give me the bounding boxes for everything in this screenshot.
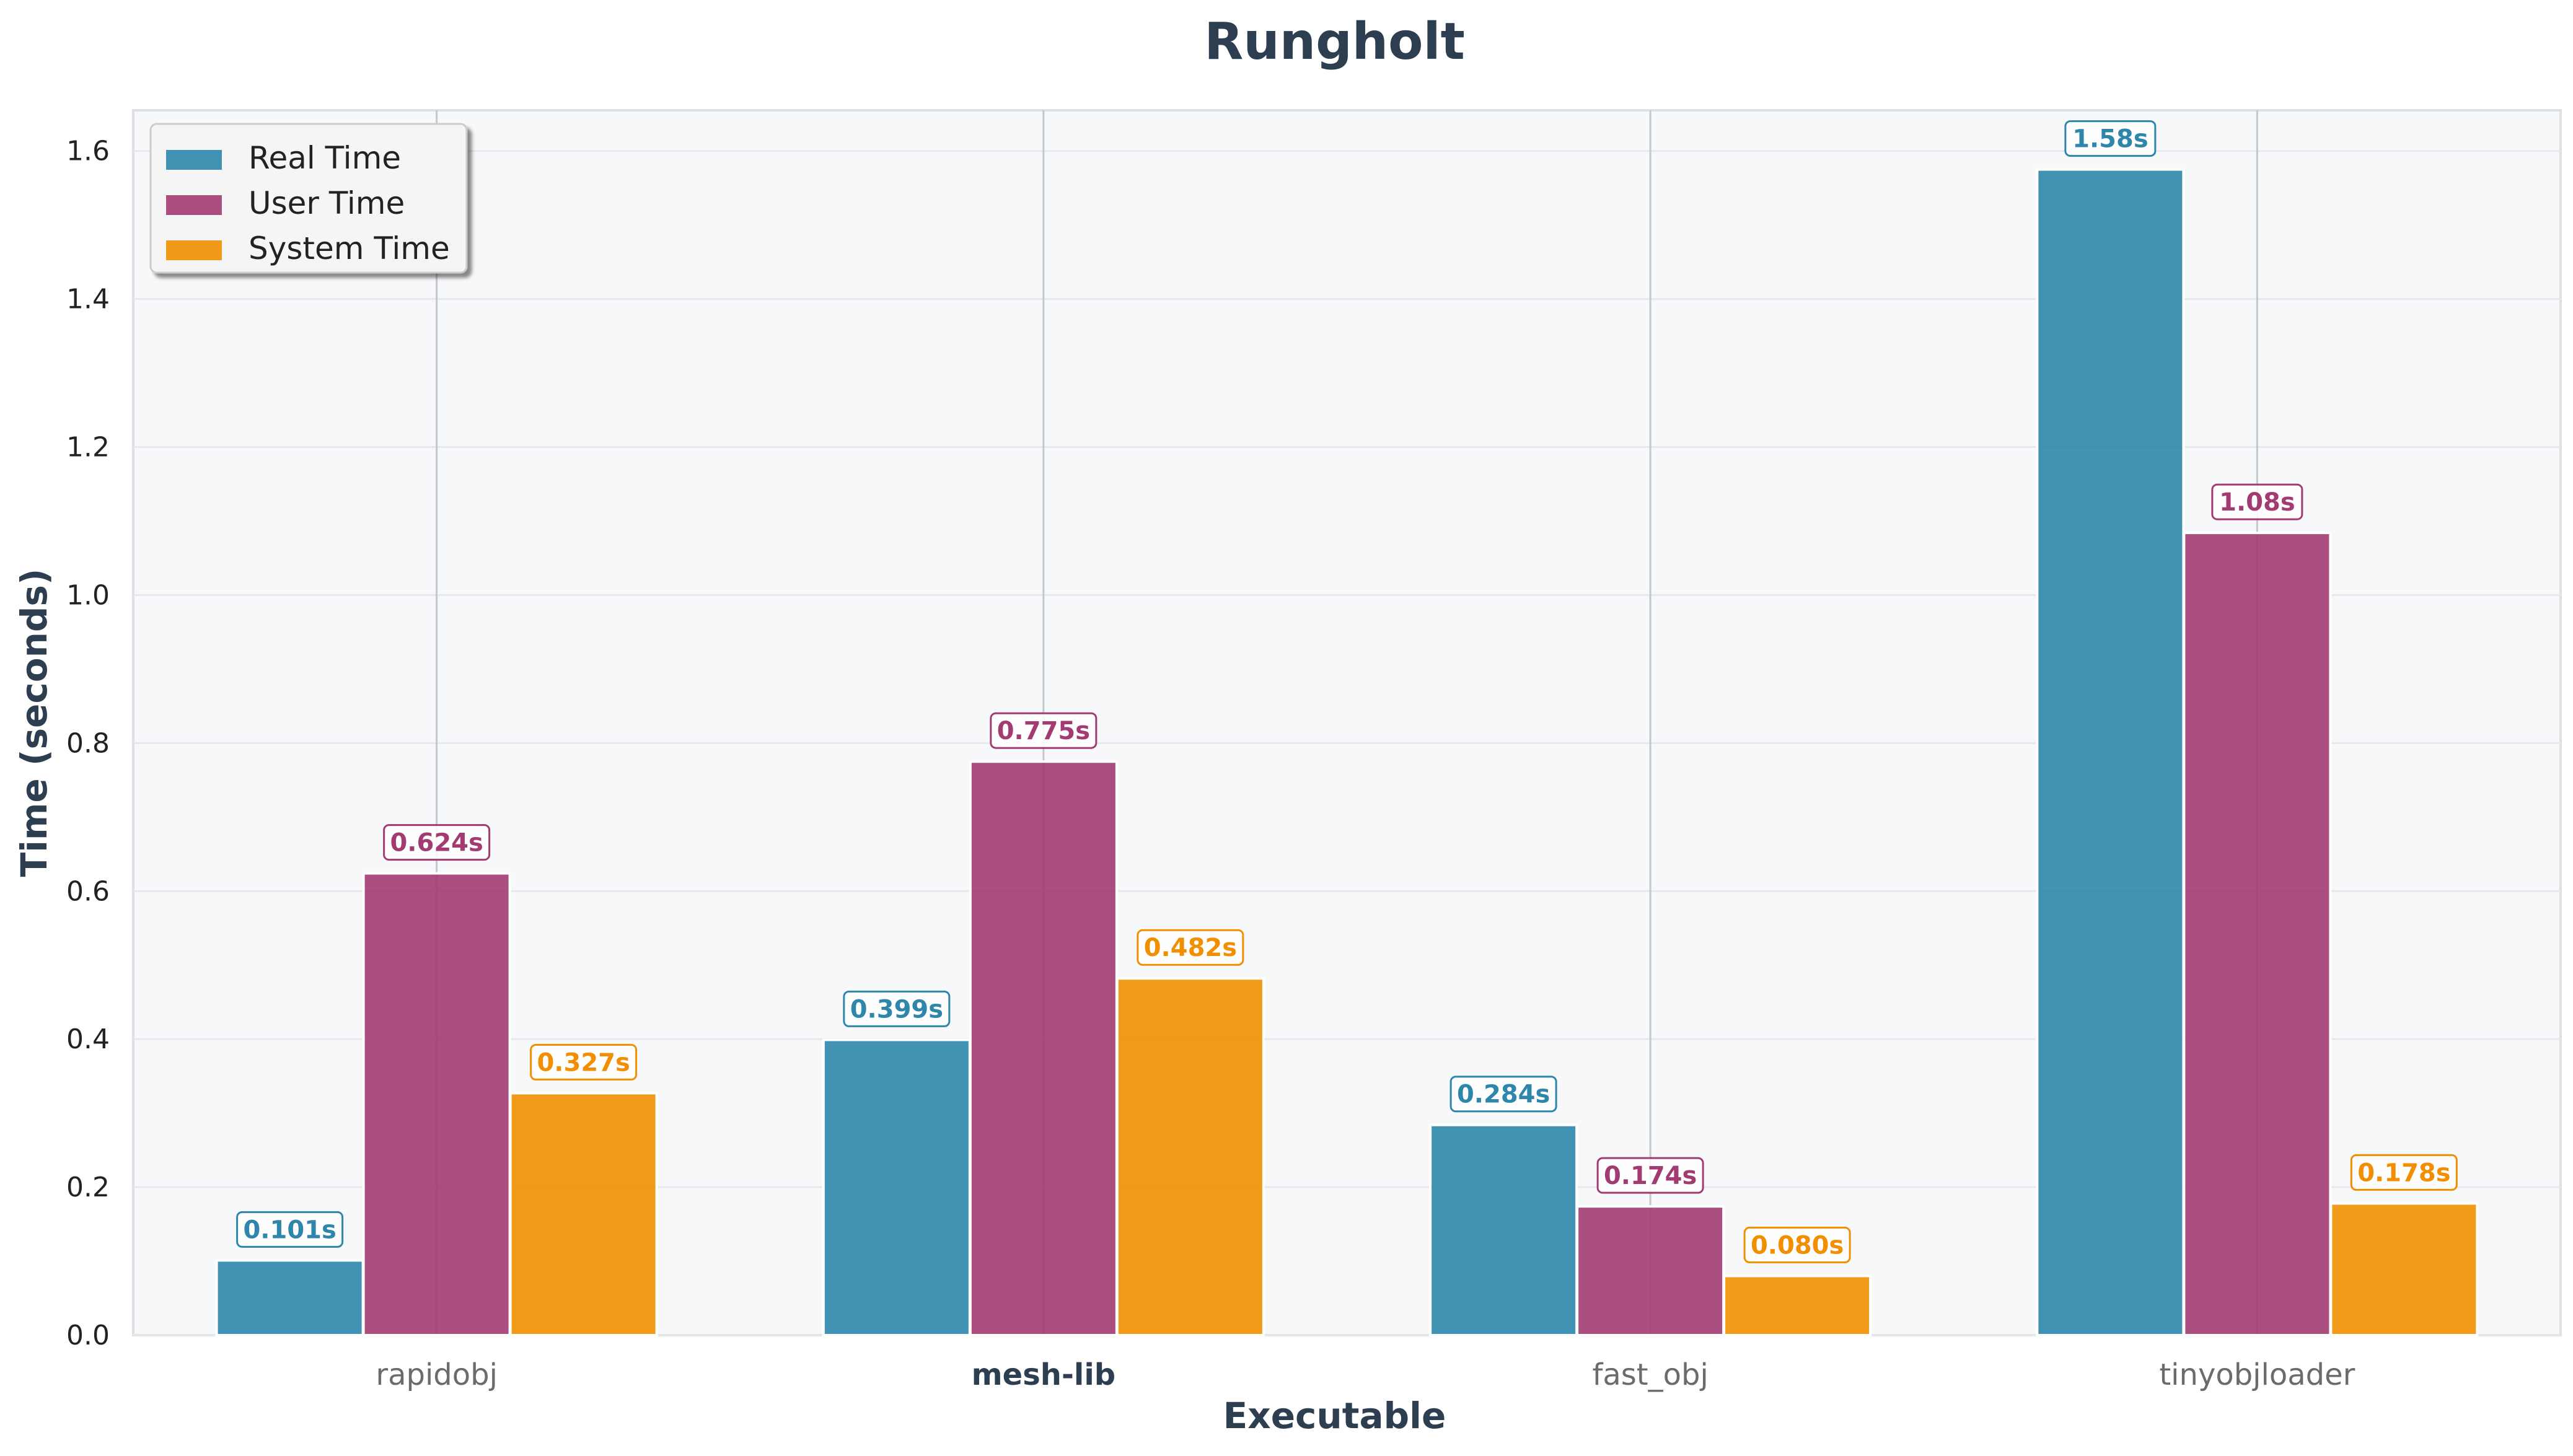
y-tick-label: 0.0	[66, 1320, 110, 1351]
bar-fast_obj-real-time	[1429, 1123, 1578, 1336]
data-label: 0.327s	[537, 1048, 630, 1077]
data-label-box	[236, 1211, 344, 1248]
legend: Real Time User Time System Time	[149, 123, 468, 274]
bar-fast_obj-user-time	[1576, 1205, 1725, 1337]
y-tick-label: 1.0	[66, 579, 110, 611]
legend-label: User Time	[249, 185, 405, 221]
x-tick-label: fast_obj	[1592, 1357, 1708, 1392]
y-tick-label: 1.2	[66, 432, 110, 463]
bar-tinyobjloader-real-time	[2036, 168, 2185, 1336]
legend-box	[149, 123, 468, 274]
bar-rapidobj-system-time	[509, 1092, 658, 1337]
data-label: 0.482s	[1144, 934, 1237, 962]
y-tick-label: 0.2	[66, 1172, 110, 1203]
bar-fast_obj-system-time	[1723, 1274, 1872, 1337]
data-label-box	[530, 1043, 638, 1081]
legend-label: System Time	[249, 230, 450, 266]
y-tick-label: 1.6	[66, 136, 110, 167]
x-tick-label: tinyobjloader	[2159, 1357, 2355, 1392]
axes: 0.0 0.2 0.4 0.6 0.8 1.0 1.2 1.4 1.6 rapidobj mesh-…	[66, 136, 2355, 1392]
data-label: 0.624s	[390, 829, 483, 857]
bar-mesh-lib-user-time	[969, 760, 1118, 1336]
data-label-box	[1596, 1157, 1704, 1194]
data-label-box	[2211, 483, 2303, 520]
chart-title: Rungholt	[1204, 12, 1465, 71]
data-label: 0.775s	[997, 717, 1090, 745]
data-label: 0.174s	[1604, 1162, 1697, 1190]
bar-rapidobj-user-time	[362, 872, 511, 1336]
data-label: 0.399s	[850, 995, 943, 1024]
data-label-box	[1449, 1076, 1557, 1113]
bar-mesh-lib-system-time	[1115, 977, 1265, 1337]
data-label: 0.080s	[1751, 1231, 1844, 1260]
bars	[215, 168, 2479, 1337]
legend-swatch	[166, 195, 222, 215]
legend-swatch	[166, 150, 222, 170]
value-labels: 0.101s 0.624s 0.327s 0.399s 0.775s 0.482s 0.28…	[236, 120, 2458, 1263]
data-label: 1.08s	[2219, 488, 2295, 517]
legend-label: Real Time	[249, 140, 401, 176]
legend-swatch	[166, 240, 222, 260]
data-label-box	[990, 712, 1097, 749]
y-tick-label: 0.6	[66, 875, 110, 907]
x-tick-label: rapidobj	[376, 1357, 498, 1392]
bar-rapidobj-real-time	[215, 1259, 364, 1336]
y-tick-label: 1.4	[66, 284, 110, 315]
data-label-box	[843, 990, 951, 1027]
data-label: 0.284s	[1457, 1081, 1550, 1109]
x-tick-label: mesh-lib	[972, 1357, 1116, 1392]
data-label-box	[1137, 929, 1244, 966]
bar-mesh-lib-real-time	[822, 1038, 971, 1336]
y-tick-label: 0.4	[66, 1024, 110, 1055]
data-label: 0.101s	[243, 1216, 336, 1244]
data-label: 0.178s	[2357, 1159, 2450, 1187]
data-label-box	[383, 824, 491, 861]
data-label-box	[2350, 1154, 2458, 1191]
y-tick-label: 0.8	[66, 727, 110, 759]
data-label-box	[2064, 120, 2157, 157]
bar-tinyobjloader-user-time	[2183, 532, 2332, 1336]
y-axis-title: Time (seconds)	[13, 569, 55, 877]
data-label-box	[1743, 1226, 1851, 1263]
x-axis-title: Executable	[1223, 1395, 1446, 1437]
bar-tinyobjloader-system-time	[2329, 1202, 2479, 1336]
data-label: 1.58s	[2072, 125, 2149, 154]
